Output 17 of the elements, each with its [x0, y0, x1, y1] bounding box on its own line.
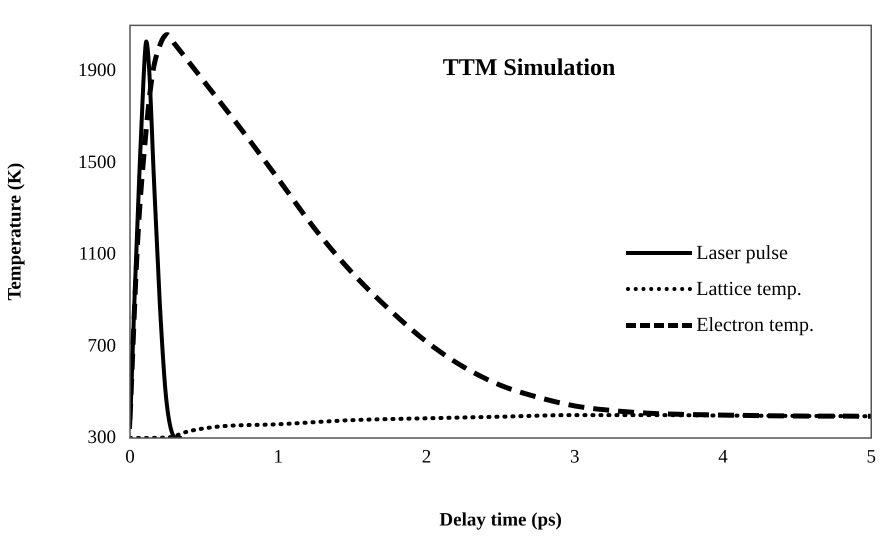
y-tick-label: 1900 [78, 60, 116, 82]
x-axis-title: Delay time (ps) [439, 510, 562, 531]
x-tick-label: 4 [718, 446, 728, 468]
y-tick-label: 1100 [78, 244, 116, 265]
y-tick-label: 300 [88, 426, 116, 448]
legend-label: Electron temp. [696, 314, 814, 337]
x-tick-label: 1 [274, 446, 283, 468]
y-axis-title: Temperature (K) [4, 162, 26, 301]
text: TTM Simulation [442, 55, 616, 82]
legend-label: Laser pulse [696, 242, 788, 265]
x-tick-label: 3 [570, 446, 580, 468]
y-tick-label: 700 [88, 335, 116, 356]
x-tick-label: 5 [866, 446, 876, 468]
x-tick-label: 0 [125, 446, 135, 468]
legend-label: Lattice temp. [696, 278, 802, 301]
x-tick-label: 2 [422, 446, 432, 468]
y-tick-label: 1500 [78, 152, 116, 173]
